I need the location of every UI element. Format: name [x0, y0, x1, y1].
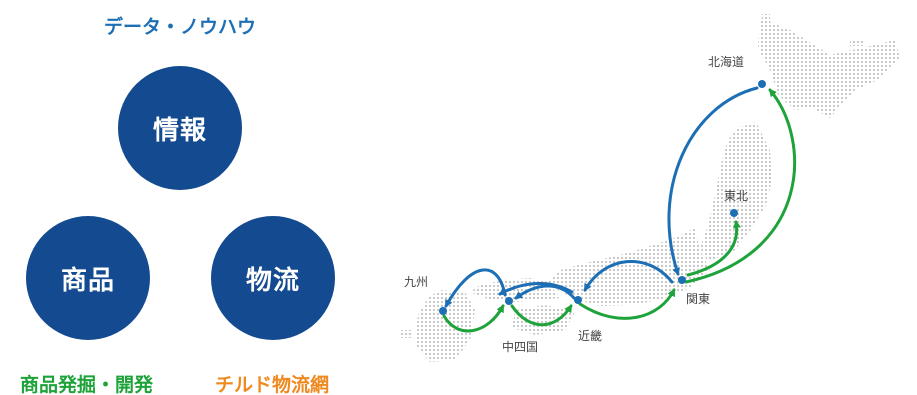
arrow-kanto-to-hokkaido: [684, 88, 796, 284]
arrow-kinki-to-kyushu: [498, 281, 574, 296]
chushikoku-node: [505, 297, 513, 305]
info-circle-label: 情報: [152, 115, 207, 146]
product-circle: 商品: [26, 216, 150, 340]
honshu-north-landmass: [700, 122, 772, 262]
logistics-circle: 物流: [211, 216, 335, 340]
shikoku-landmass: [512, 305, 575, 335]
chushikoku-label: 中四国: [502, 339, 538, 354]
island-dots: [762, 14, 770, 22]
logistics-circle-label: 物流: [245, 265, 300, 296]
kyushu-landmass: [415, 290, 475, 362]
green-flow-arrows: [442, 88, 796, 333]
arrow-kinki-to-chushikoku: [514, 284, 576, 300]
island-dots: [400, 330, 412, 338]
tohoku-node: [730, 209, 738, 217]
blue-flow-arrows: [444, 86, 759, 308]
info-circle: 情報: [118, 66, 242, 190]
island-dots: [850, 40, 864, 46]
kinki-label: 近畿: [578, 329, 602, 343]
kyushu-label: 九州: [404, 275, 428, 289]
hokkaido-node: [758, 80, 766, 88]
data-knowhow-caption: データ・ノウハウ: [104, 16, 257, 38]
arrow-chushikoku-to-kinki: [510, 304, 573, 327]
arrow-chushikoku-to-kyushu: [444, 268, 507, 308]
hokkaido-label: 北海道: [708, 54, 744, 69]
product-development-caption: 商品発掘・開発: [20, 374, 154, 395]
chilled-logistics-caption: チルド物流網: [215, 374, 330, 395]
arrow-kinki-to-kanto: [578, 288, 676, 320]
kanto-node: [678, 276, 686, 284]
arrow-hokkaido-to-kanto: [667, 86, 759, 276]
tohoku-label: 東北: [724, 189, 748, 203]
region-nodes: [439, 80, 766, 315]
kinki-node: [574, 296, 582, 304]
map-landmass: [400, 14, 900, 362]
arrow-kanto-to-tohoku: [686, 220, 741, 277]
hokkaido-landmass: [758, 18, 900, 118]
arrow-kyushu-to-chushikoku: [442, 304, 505, 333]
kanto-label: 関東: [686, 292, 710, 306]
kyushu-node: [439, 307, 447, 315]
product-circle-label: 商品: [60, 265, 115, 296]
arrow-kanto-to-kinki: [583, 260, 674, 292]
